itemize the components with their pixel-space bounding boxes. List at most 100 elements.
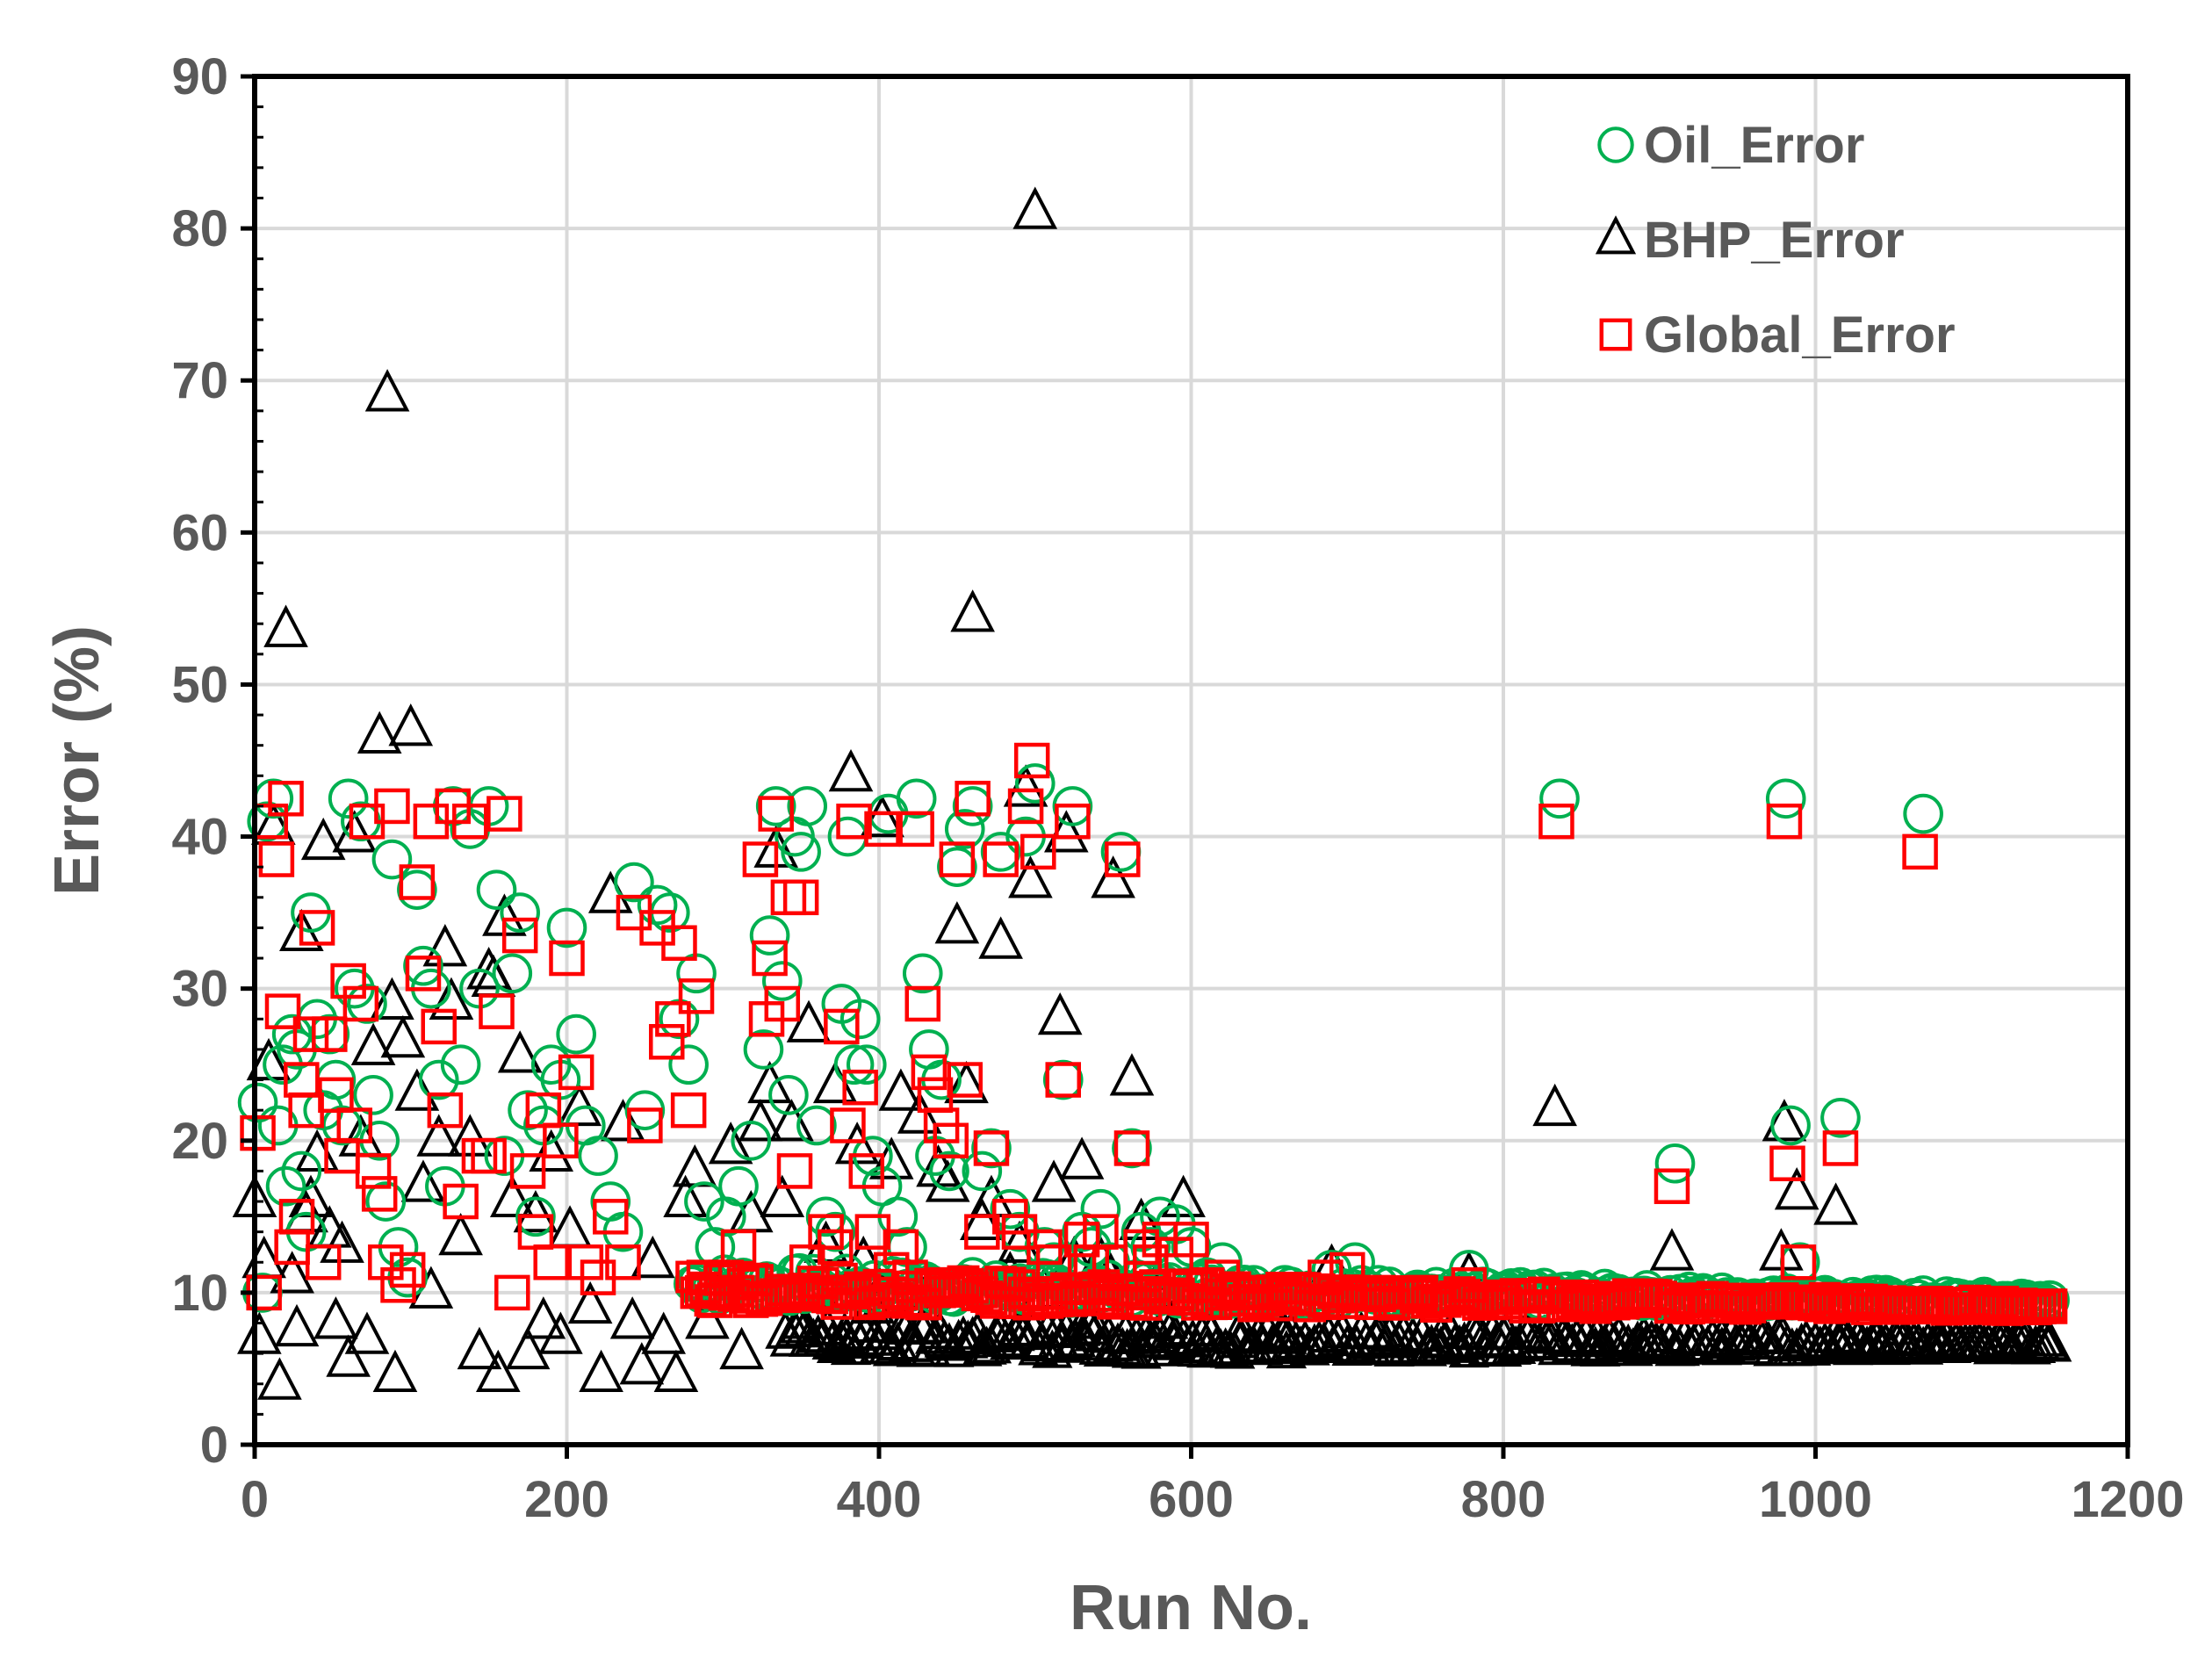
data-point [781, 832, 821, 872]
data-point [1308, 1259, 1344, 1295]
data-point [547, 1205, 593, 1248]
data-point [513, 1189, 558, 1233]
data-point [492, 953, 533, 994]
data-point [1012, 186, 1058, 229]
data-point [947, 1062, 984, 1098]
data-point [1699, 1316, 1745, 1359]
data-point [934, 901, 980, 944]
data-point [1184, 1303, 1229, 1347]
data-point [330, 963, 366, 999]
data-point [971, 1128, 1012, 1169]
data-point [778, 1296, 824, 1339]
data-series [232, 186, 2072, 1400]
data-point [864, 811, 900, 848]
data-point [973, 1130, 1010, 1166]
data-point [1621, 1314, 1667, 1358]
data-point [264, 993, 301, 1029]
data-point [764, 985, 801, 1022]
data-point [370, 977, 414, 1020]
data-point [842, 1069, 878, 1106]
data-point [619, 1342, 665, 1385]
data-point [962, 1150, 1003, 1192]
data-point [670, 1092, 707, 1129]
data-point [1401, 1313, 1443, 1352]
data-point [983, 841, 1019, 877]
data-point [1780, 1244, 1817, 1280]
data-point [1770, 1105, 1811, 1146]
data-point [521, 1296, 566, 1339]
data-point [897, 1091, 942, 1134]
data-point [1042, 1059, 1084, 1100]
data-point [558, 1054, 594, 1091]
data-point [787, 786, 828, 826]
data-point [1625, 1282, 1662, 1318]
data-point [815, 1211, 856, 1252]
data-point [743, 1029, 784, 1070]
data-point [237, 1082, 278, 1123]
data-point [649, 1024, 685, 1060]
data-point [768, 1075, 809, 1115]
data-point [630, 1235, 675, 1279]
data-point [278, 1199, 315, 1235]
data-point [925, 1159, 970, 1202]
data-point [300, 817, 346, 861]
data-point [758, 796, 794, 832]
data-point [1769, 1145, 1805, 1181]
data-point [515, 1196, 556, 1237]
data-point [955, 781, 991, 817]
y-tick-label: 20 [171, 1113, 228, 1170]
data-point [742, 841, 779, 877]
data-point [405, 956, 442, 992]
legend: Oil_Error BHP_Error Global_Error [1595, 117, 1956, 364]
data-point [1356, 1314, 1401, 1358]
data-point [368, 1244, 404, 1280]
data-point [798, 1274, 835, 1311]
data-point [1418, 1314, 1464, 1358]
data-point [281, 1150, 322, 1192]
data-point [950, 589, 995, 632]
data-point [258, 841, 295, 877]
data-point [2024, 1317, 2065, 1357]
data-point [873, 1251, 910, 1288]
data-point [1798, 1285, 1834, 1322]
data-point [476, 869, 517, 910]
data-point [1822, 1130, 1859, 1166]
data-point [1133, 1244, 1169, 1280]
legend-marker [1599, 318, 1632, 351]
data-point [497, 1030, 543, 1073]
data-point [1918, 1317, 1963, 1360]
y-tick-label: 50 [171, 656, 228, 713]
x-tick-label: 400 [837, 1471, 922, 1528]
data-point [684, 1181, 724, 1222]
data-point [770, 879, 807, 916]
data-point [1059, 1136, 1105, 1179]
data-point [1173, 1222, 1209, 1258]
data-point [786, 999, 832, 1042]
data-point [898, 811, 934, 848]
data-point [1091, 855, 1135, 898]
data-point [364, 369, 410, 412]
data-point [274, 1303, 320, 1347]
data-point [1035, 1244, 1072, 1280]
data-point [836, 803, 872, 840]
data-point [438, 1212, 483, 1256]
x-tick-label: 800 [1461, 1471, 1546, 1528]
data-point [416, 1114, 462, 1157]
data-point [952, 786, 993, 826]
legend-marker [1597, 126, 1634, 163]
legend-label: BHP_Error [1644, 212, 1905, 269]
series-BHP_Error [232, 186, 2072, 1400]
data-point [268, 781, 304, 817]
data-point [486, 796, 522, 832]
data-point [2031, 1288, 2068, 1324]
data-point [318, 1077, 354, 1114]
data-point [508, 1090, 548, 1130]
data-point [1649, 1228, 1695, 1271]
data-point [1580, 1327, 1621, 1367]
data-point [422, 924, 468, 967]
data-point [769, 1099, 814, 1142]
data-point [1020, 833, 1056, 870]
data-point [1113, 1130, 1150, 1166]
data-point [904, 985, 941, 1022]
data-point [374, 788, 410, 825]
